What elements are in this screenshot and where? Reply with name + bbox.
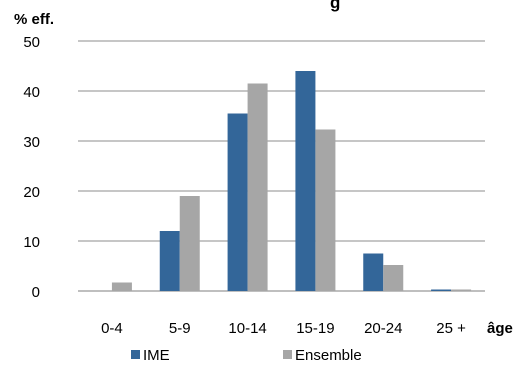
bar-ensemble-5 [451, 289, 472, 291]
y-tick-label: 50 [23, 34, 40, 51]
x-ticks: 0-4 5-9 10-14 15-19 20-24 25 + [101, 320, 466, 337]
legend-label-ime: IME [143, 347, 170, 364]
y-tick-label: 0 [32, 284, 40, 301]
bar-ensemble-0 [111, 282, 132, 291]
x-tick-label: 5-9 [169, 320, 191, 337]
y-tick-label: 10 [23, 234, 40, 251]
bar-ime-1 [159, 231, 180, 291]
bar-ensemble-3 [315, 129, 336, 291]
y-tick-label: 40 [23, 84, 40, 101]
x-tick-label: 10-14 [228, 320, 266, 337]
x-tick-label: 15-19 [296, 320, 334, 337]
bar-ensemble-1 [179, 196, 200, 291]
bar-ime-4 [363, 253, 384, 291]
x-tick-label: 20-24 [364, 320, 402, 337]
bars [111, 71, 472, 291]
bar-ensemble-4 [383, 265, 404, 291]
y-ticks: 0 10 20 30 40 50 [23, 34, 40, 301]
bar-ime-2 [227, 113, 248, 291]
legend-label-ensemble: Ensemble [295, 347, 362, 364]
bar-ime-3 [295, 71, 316, 291]
legend-swatch-ensemble [283, 350, 292, 359]
chart-title: g [330, 0, 340, 12]
grid [78, 40, 485, 292]
x-axis-label: âge [487, 320, 513, 337]
y-tick-label: 30 [23, 134, 40, 151]
y-tick-label: 20 [23, 184, 40, 201]
bar-ime-5 [431, 289, 452, 291]
y-axis-label: % eff. [14, 11, 54, 28]
bar-ensemble-2 [247, 83, 268, 291]
legend-swatch-ime [131, 350, 140, 359]
x-tick-label: 0-4 [101, 320, 123, 337]
legend: IME Ensemble [131, 347, 362, 364]
x-tick-label: 25 + [436, 320, 466, 337]
